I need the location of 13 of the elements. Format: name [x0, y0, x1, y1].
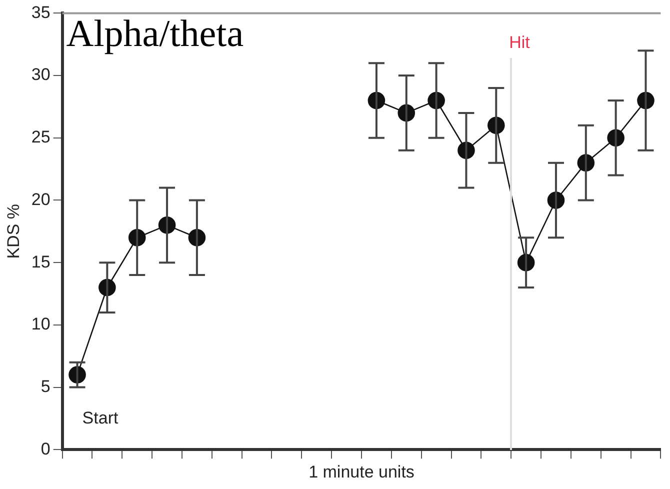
chart-title: Alpha/theta [66, 13, 244, 56]
y-tick-label: 5 [40, 376, 50, 396]
y-tick-label: 10 [31, 314, 50, 334]
y-tick-label: 15 [31, 252, 50, 272]
x-axis-title: 1 minute units [308, 462, 414, 482]
y-tick-label: 35 [31, 2, 50, 22]
y-tick-label: 30 [31, 65, 50, 84]
y-tick-label: 0 [40, 439, 50, 458]
annotation: Hit [509, 33, 530, 54]
y-tick-label: 25 [31, 128, 50, 147]
annotation: Start [82, 408, 118, 428]
y-axis-title: KDS % [4, 204, 23, 259]
y-tick-label: 20 [31, 190, 50, 209]
